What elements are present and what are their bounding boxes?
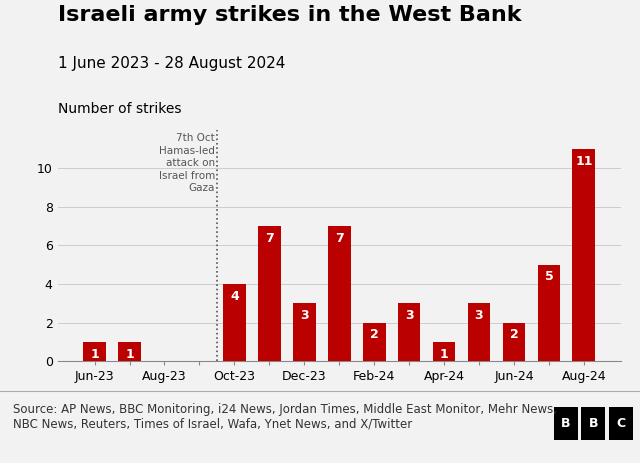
Text: 3: 3 <box>475 309 483 322</box>
Text: B: B <box>561 417 570 430</box>
Bar <box>433 342 456 361</box>
Bar <box>502 323 525 361</box>
Bar <box>83 342 106 361</box>
Text: 2: 2 <box>509 328 518 341</box>
Text: 3: 3 <box>300 309 308 322</box>
Bar <box>538 265 560 361</box>
Text: B: B <box>589 417 598 430</box>
Bar <box>293 303 316 361</box>
Bar <box>573 149 595 361</box>
Bar <box>328 226 351 361</box>
Text: 7: 7 <box>335 232 344 245</box>
Bar <box>397 303 420 361</box>
Bar <box>468 303 490 361</box>
Text: 1: 1 <box>125 348 134 361</box>
Text: 7: 7 <box>265 232 274 245</box>
Text: Israeli army strikes in the West Bank: Israeli army strikes in the West Bank <box>58 5 521 25</box>
Text: 2: 2 <box>370 328 378 341</box>
Bar <box>258 226 281 361</box>
Bar <box>223 284 246 361</box>
Bar <box>118 342 141 361</box>
Text: 3: 3 <box>404 309 413 322</box>
Bar <box>363 323 385 361</box>
Text: Number of strikes: Number of strikes <box>58 102 181 116</box>
Text: 11: 11 <box>575 155 593 168</box>
Text: C: C <box>616 417 625 430</box>
Text: 4: 4 <box>230 290 239 303</box>
Text: 1 June 2023 - 28 August 2024: 1 June 2023 - 28 August 2024 <box>58 56 285 70</box>
Text: 1: 1 <box>90 348 99 361</box>
Text: 5: 5 <box>545 270 553 283</box>
Text: Source: AP News, BBC Monitoring, i24 News, Jordan Times, Middle East Monitor, Me: Source: AP News, BBC Monitoring, i24 New… <box>13 403 557 431</box>
Text: 7th Oct
Hamas-led
attack on
Israel from
Gaza: 7th Oct Hamas-led attack on Israel from … <box>159 133 215 193</box>
Text: 1: 1 <box>440 348 449 361</box>
